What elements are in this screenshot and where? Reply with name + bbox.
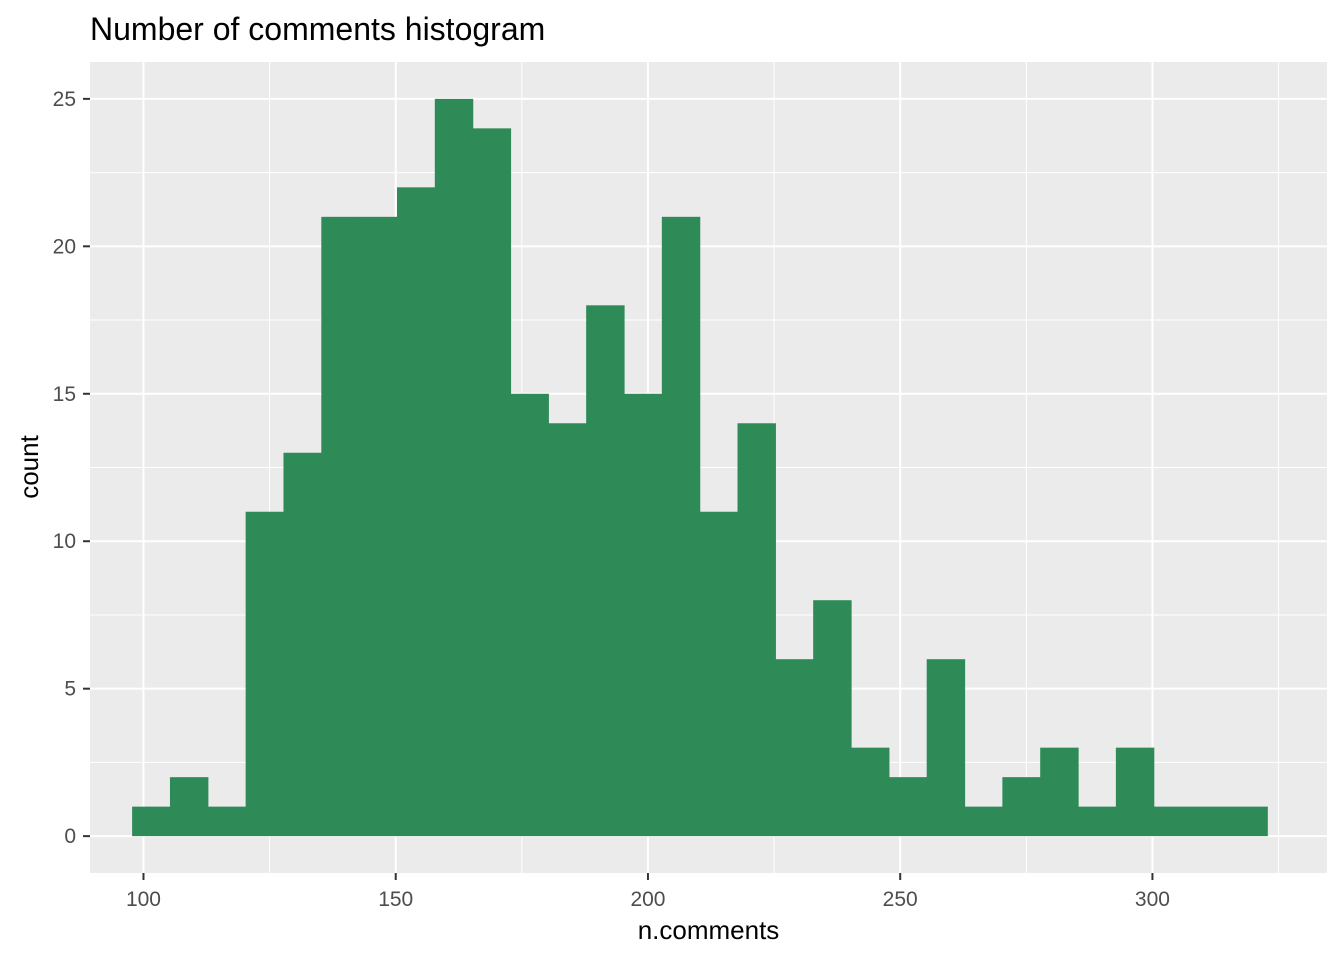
y-tick-label: 20	[53, 235, 76, 258]
x-tick-label: 100	[126, 888, 161, 911]
histogram-bar	[1002, 777, 1041, 837]
histogram-bar	[813, 600, 852, 837]
histogram-bar	[169, 777, 209, 837]
histogram-bar	[283, 452, 322, 837]
histogram-bar	[1153, 806, 1193, 837]
histogram-bar	[699, 511, 739, 837]
x-tick-label: 200	[630, 888, 665, 911]
histogram-bar	[926, 659, 966, 837]
histogram-bar	[1191, 806, 1230, 837]
x-tick-label: 300	[1135, 888, 1170, 911]
histogram-bar	[1115, 747, 1155, 837]
y-tick-label: 5	[64, 678, 76, 701]
histogram-bar	[586, 305, 625, 837]
y-tick-label: 15	[53, 383, 76, 406]
y-tick-label: 10	[53, 530, 76, 553]
histogram-bar	[359, 216, 398, 837]
histogram-bar	[472, 128, 512, 837]
histogram-bar	[510, 393, 549, 837]
x-axis: 100 150 200 250 300	[126, 873, 1170, 911]
histogram-bar	[1040, 747, 1079, 837]
histogram-bar	[661, 216, 701, 837]
histogram-bars	[132, 98, 1268, 837]
histogram-bar	[396, 187, 436, 837]
histogram-bar	[548, 423, 587, 837]
x-tick-label: 150	[378, 888, 413, 911]
histogram-bar	[207, 806, 247, 837]
histogram-bar	[245, 511, 285, 837]
x-tick-label: 250	[883, 888, 918, 911]
y-axis: 0 5 10 15 20 25	[53, 88, 90, 848]
histogram-bar	[1229, 806, 1268, 837]
y-axis-title: count	[14, 434, 44, 498]
histogram-bar	[888, 777, 928, 837]
histogram-bar	[321, 216, 360, 837]
histogram-bar	[1078, 806, 1117, 837]
histogram-bar	[132, 806, 171, 837]
histogram-bar	[737, 423, 776, 837]
chart-title: Number of comments histogram	[90, 11, 545, 47]
histogram-bar	[775, 659, 814, 837]
histogram-bar	[851, 747, 890, 837]
y-tick-label: 25	[53, 88, 76, 111]
histogram-bar	[964, 806, 1003, 837]
histogram-bar	[623, 393, 663, 837]
y-tick-label: 0	[64, 825, 76, 848]
histogram-bar	[434, 98, 474, 837]
x-axis-title: n.comments	[638, 915, 780, 945]
